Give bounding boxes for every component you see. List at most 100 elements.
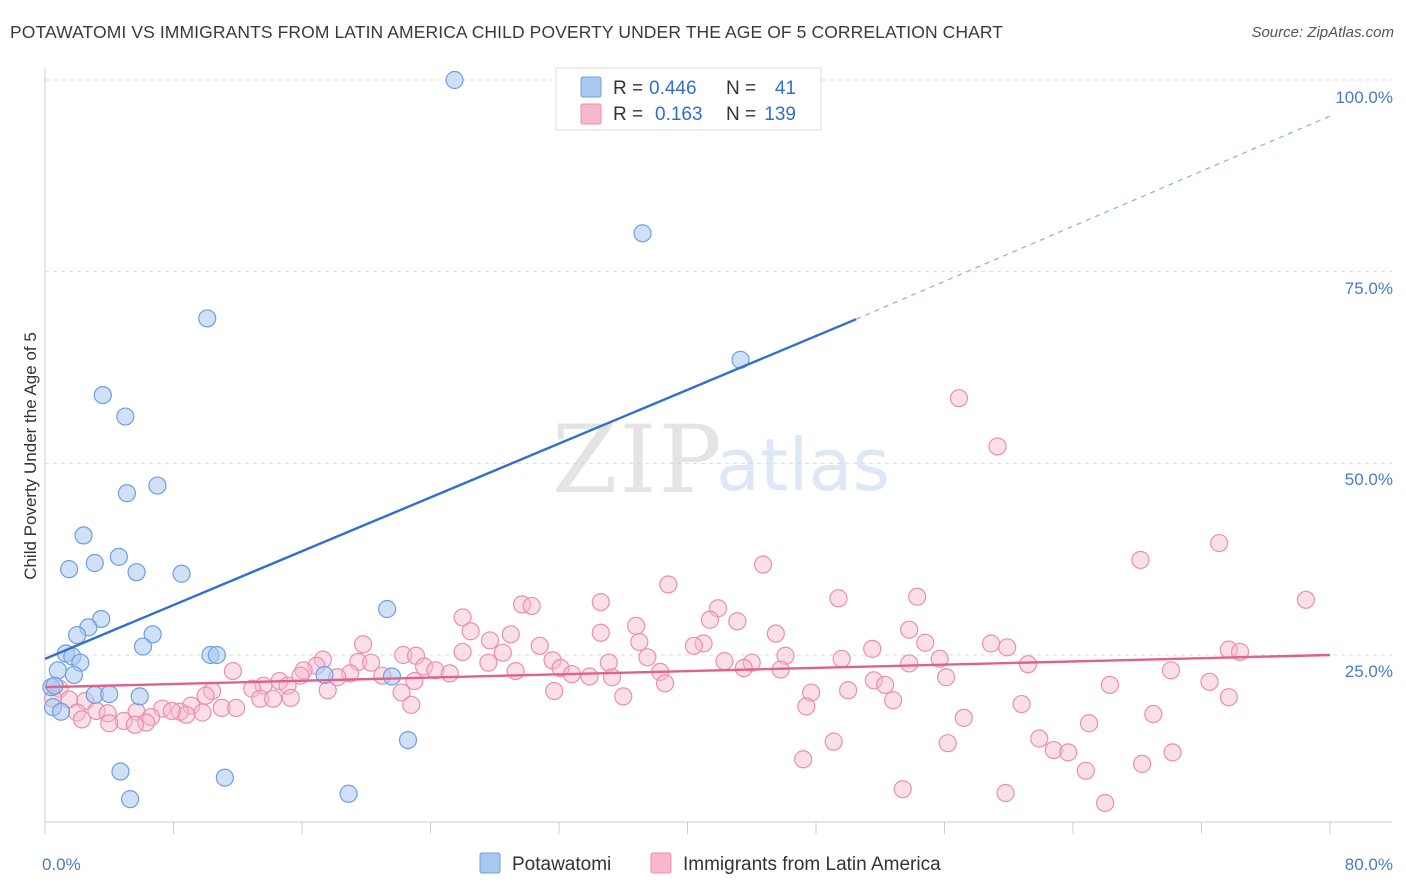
point-immigrants: [1210, 533, 1229, 553]
point-potawatomi: [382, 667, 402, 686]
point-immigrants: [893, 780, 912, 799]
point-immigrants: [1296, 590, 1316, 609]
point-immigrants: [162, 701, 181, 721]
point-immigrants: [1161, 661, 1181, 680]
watermark-zip: ZIP: [552, 406, 724, 515]
point-potawatomi: [111, 762, 130, 781]
point-potawatomi: [198, 309, 217, 328]
point-immigrants: [551, 658, 570, 678]
bottom-legend-label-potawatomi: Potawatomi: [512, 854, 611, 875]
point-potawatomi: [398, 730, 418, 750]
point-potawatomi: [207, 645, 226, 665]
point-immigrants: [212, 698, 231, 718]
point-potawatomi: [68, 625, 87, 645]
point-immigrants: [1131, 550, 1150, 570]
point-immigrants: [715, 652, 734, 671]
x-tick-label-max: 80.0%: [1345, 855, 1393, 874]
point-immigrants: [193, 703, 212, 722]
point-immigrants: [414, 657, 434, 676]
point-immigrants: [196, 686, 215, 705]
point-immigrants: [100, 714, 119, 733]
point-immigrants: [908, 587, 927, 606]
y-tick-label-100: 100.0%: [1335, 88, 1393, 107]
point-potawatomi: [93, 386, 112, 405]
point-immigrants: [223, 661, 243, 681]
watermark-atlas: atlas: [716, 423, 890, 507]
legend-n-label-1: N =: [726, 78, 756, 99]
point-immigrants: [839, 681, 858, 700]
point-immigrants: [361, 653, 381, 672]
point-immigrants: [599, 653, 618, 672]
point-immigrants: [72, 710, 92, 729]
point-immigrants: [638, 648, 657, 667]
point-immigrants: [353, 635, 373, 654]
point-potawatomi: [100, 684, 119, 704]
point-potawatomi: [116, 407, 135, 426]
bottom-legend-label-immigrants: Immigrants from Latin America: [683, 854, 941, 875]
point-immigrants: [506, 661, 525, 681]
y-tick-label-25: 25.0%: [1345, 662, 1393, 681]
point-potawatomi: [143, 625, 162, 644]
point-immigrants: [453, 642, 472, 662]
point-potawatomi: [133, 637, 153, 656]
point-immigrants: [125, 715, 145, 734]
trend-line-potawatomi-extension: [855, 115, 1331, 320]
legend: R = 0.446 N = 41 R = 0.163 N = 139: [555, 67, 822, 131]
point-potawatomi: [109, 547, 128, 566]
point-immigrants: [227, 698, 246, 718]
point-immigrants: [1059, 743, 1078, 762]
point-potawatomi: [51, 702, 71, 721]
point-immigrants: [734, 658, 753, 678]
point-immigrants: [832, 649, 851, 668]
point-immigrants: [545, 681, 564, 701]
point-immigrants: [1100, 675, 1120, 695]
point-immigrants: [863, 639, 882, 658]
point-immigrants: [318, 681, 337, 700]
point-immigrants: [1079, 714, 1099, 733]
point-immigrants: [937, 668, 956, 687]
point-potawatomi: [378, 599, 397, 619]
chart-title: POTAWATOMI VS IMMIGRANTS FROM LATIN AMER…: [10, 22, 1004, 42]
point-immigrants: [614, 687, 633, 706]
point-immigrants: [440, 664, 459, 683]
point-immigrants: [1096, 793, 1115, 813]
point-immigrants: [875, 675, 895, 695]
point-immigrants: [580, 667, 599, 686]
point-potawatomi: [172, 564, 191, 583]
trend-line-immigrants: [44, 653, 1331, 689]
point-immigrants: [177, 705, 196, 724]
point-potawatomi: [48, 661, 67, 680]
point-immigrants: [900, 654, 919, 673]
gridlines: [45, 79, 1392, 656]
point-immigrants: [938, 734, 957, 753]
point-immigrants: [954, 708, 973, 727]
point-immigrants: [1018, 655, 1038, 674]
point-immigrants: [655, 674, 675, 693]
point-immigrants: [461, 622, 480, 641]
point-immigrants: [1200, 672, 1219, 691]
point-immigrants: [392, 683, 411, 702]
point-potawatomi: [74, 526, 93, 545]
point-immigrants: [137, 713, 156, 732]
point-immigrants: [1144, 704, 1163, 724]
bottom-legend-swatch-immigrants: [650, 852, 672, 874]
point-immigrants: [684, 636, 704, 655]
point-immigrants: [626, 616, 646, 635]
point-potawatomi: [339, 784, 358, 803]
point-potawatomi: [117, 484, 137, 503]
point-potawatomi: [215, 768, 234, 787]
point-immigrants: [530, 636, 549, 655]
point-immigrants: [916, 633, 935, 652]
point-immigrants: [1132, 754, 1152, 773]
legend-r-label-2: R =: [613, 104, 643, 125]
point-immigrants: [883, 691, 903, 710]
point-immigrants: [141, 707, 161, 727]
point-immigrants: [829, 589, 848, 608]
point-immigrants: [591, 623, 610, 642]
y-tick-label-50: 50.0%: [1345, 470, 1393, 489]
point-immigrants: [988, 437, 1007, 456]
point-immigrants: [776, 646, 795, 665]
point-immigrants: [281, 688, 300, 708]
point-immigrants: [797, 697, 816, 716]
point-immigrants: [480, 631, 500, 650]
